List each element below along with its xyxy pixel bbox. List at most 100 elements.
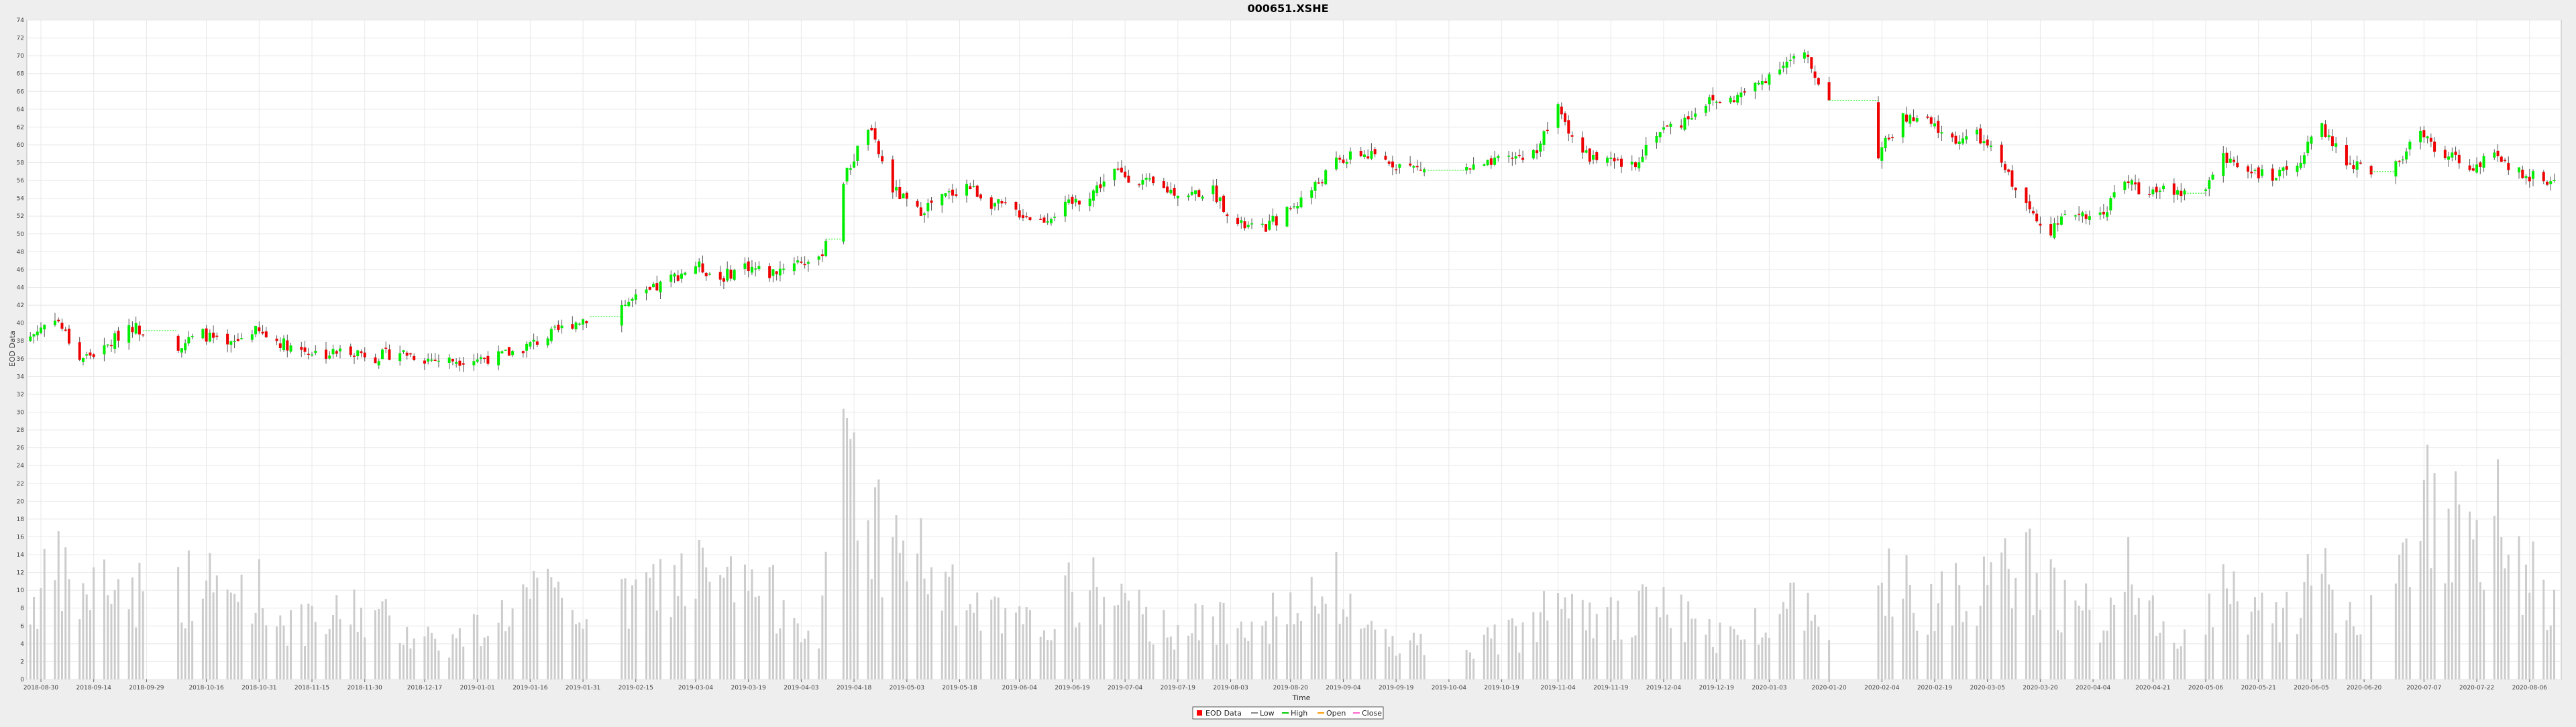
candle-body [842, 184, 845, 242]
candle-body [2447, 156, 2451, 160]
volume-bar [1363, 628, 1366, 679]
candle-body [2542, 172, 2545, 182]
volume-bar [1244, 637, 1246, 679]
candle-body [743, 263, 747, 269]
volume-bar [1937, 603, 1939, 679]
volume-bar [2134, 614, 2137, 679]
x-tick-label: 2020-04-21 [2135, 685, 2170, 691]
candle-body [1113, 168, 1116, 180]
volume-bar [2553, 590, 2556, 679]
volume-bar [1419, 634, 1422, 679]
candle-body [2549, 181, 2553, 184]
candle-body [574, 322, 578, 330]
candle-body [479, 357, 482, 359]
candle-body [507, 347, 511, 356]
volume-bar [1884, 616, 1887, 679]
candle-body [549, 329, 553, 341]
volume-bar [1095, 587, 1098, 679]
volume-bar [1487, 627, 1489, 679]
candle-body [627, 301, 631, 306]
volume-bar [325, 634, 327, 679]
volume-bar [2521, 614, 2524, 679]
candle-body [941, 194, 944, 206]
volume-bar [82, 583, 85, 679]
y-tick-label: 22 [17, 481, 24, 488]
candle-body [1116, 168, 1120, 170]
volume-bar [455, 638, 458, 679]
volume-bar [659, 559, 661, 679]
candle-body [300, 347, 303, 350]
candle-body [1564, 113, 1567, 122]
volume-bar [645, 572, 648, 679]
candle-body [923, 213, 926, 215]
candle-body [2405, 151, 2408, 160]
candle-body [430, 359, 433, 361]
candle-body [1415, 166, 1419, 168]
candle-body [521, 351, 525, 353]
volume-bar [2549, 625, 2552, 679]
volume-bar [1117, 604, 1120, 679]
y-tick-label: 14 [17, 552, 25, 559]
volume-bar [103, 559, 105, 679]
volume-bar [1374, 629, 1377, 679]
candle-body [106, 344, 109, 346]
candle-body [571, 324, 574, 329]
volume-bar [402, 645, 405, 679]
candle-body [800, 262, 803, 263]
candle-body [792, 263, 796, 272]
candle-body [803, 264, 806, 266]
volume-bar [2271, 623, 2274, 679]
x-tick-label: 2020-03-20 [2023, 685, 2058, 691]
volume-bar [2528, 592, 2531, 679]
volume-bar [117, 579, 119, 679]
volume-bar [1951, 625, 1953, 679]
volume-bar [870, 579, 873, 679]
y-tick-label: 4 [20, 641, 24, 648]
candle-body [2031, 211, 2035, 214]
volume-bar [585, 619, 588, 679]
candle-body [1039, 219, 1042, 220]
volume-bar [1638, 590, 1640, 679]
candle-body [2151, 189, 2155, 194]
legend: EOD Data Low High Open Close [1192, 706, 1384, 720]
candle-body [2468, 165, 2471, 170]
candle-body [2408, 142, 2412, 150]
volume-bar [142, 591, 144, 679]
volume-bar [2422, 480, 2425, 679]
candle-body [282, 338, 286, 351]
candle-body [1754, 82, 1757, 92]
candle-body [532, 339, 535, 342]
volume-bar [1828, 640, 1831, 679]
volume-bar [113, 590, 116, 679]
candle-body [2158, 190, 2161, 192]
volume-bar [2176, 649, 2179, 679]
volume-bar [796, 623, 799, 679]
legend-label: Low [1260, 709, 1275, 718]
volume-bar [1078, 622, 1081, 679]
candle-body [1877, 102, 1880, 159]
candle-body [2063, 214, 2067, 215]
volume-bar [1982, 556, 1985, 679]
volume-bar [1557, 593, 1560, 679]
x-tick-label: 2019-08-20 [1273, 685, 1309, 691]
volume-bar [2085, 583, 2088, 679]
candle-body [1581, 137, 1585, 153]
candle-body [972, 186, 975, 187]
volume-bar [1743, 639, 1746, 679]
volume-bar [2015, 577, 2017, 679]
candle-body [989, 197, 993, 209]
candle-body [1138, 184, 1141, 186]
volume-bar [1536, 642, 1538, 679]
volume-bar [2233, 571, 2235, 679]
candle-body [652, 284, 655, 288]
candle-body [1409, 163, 1412, 166]
volume-bar [1613, 639, 1615, 679]
candle-body [1690, 118, 1693, 120]
candle-body [631, 298, 634, 301]
volume-bar [2331, 590, 2334, 679]
volume-bar [2286, 592, 2288, 679]
volume-bar [1927, 634, 1929, 679]
volume-bar [2324, 548, 2326, 679]
candle-body [1268, 221, 1271, 230]
candle-body [944, 193, 947, 197]
